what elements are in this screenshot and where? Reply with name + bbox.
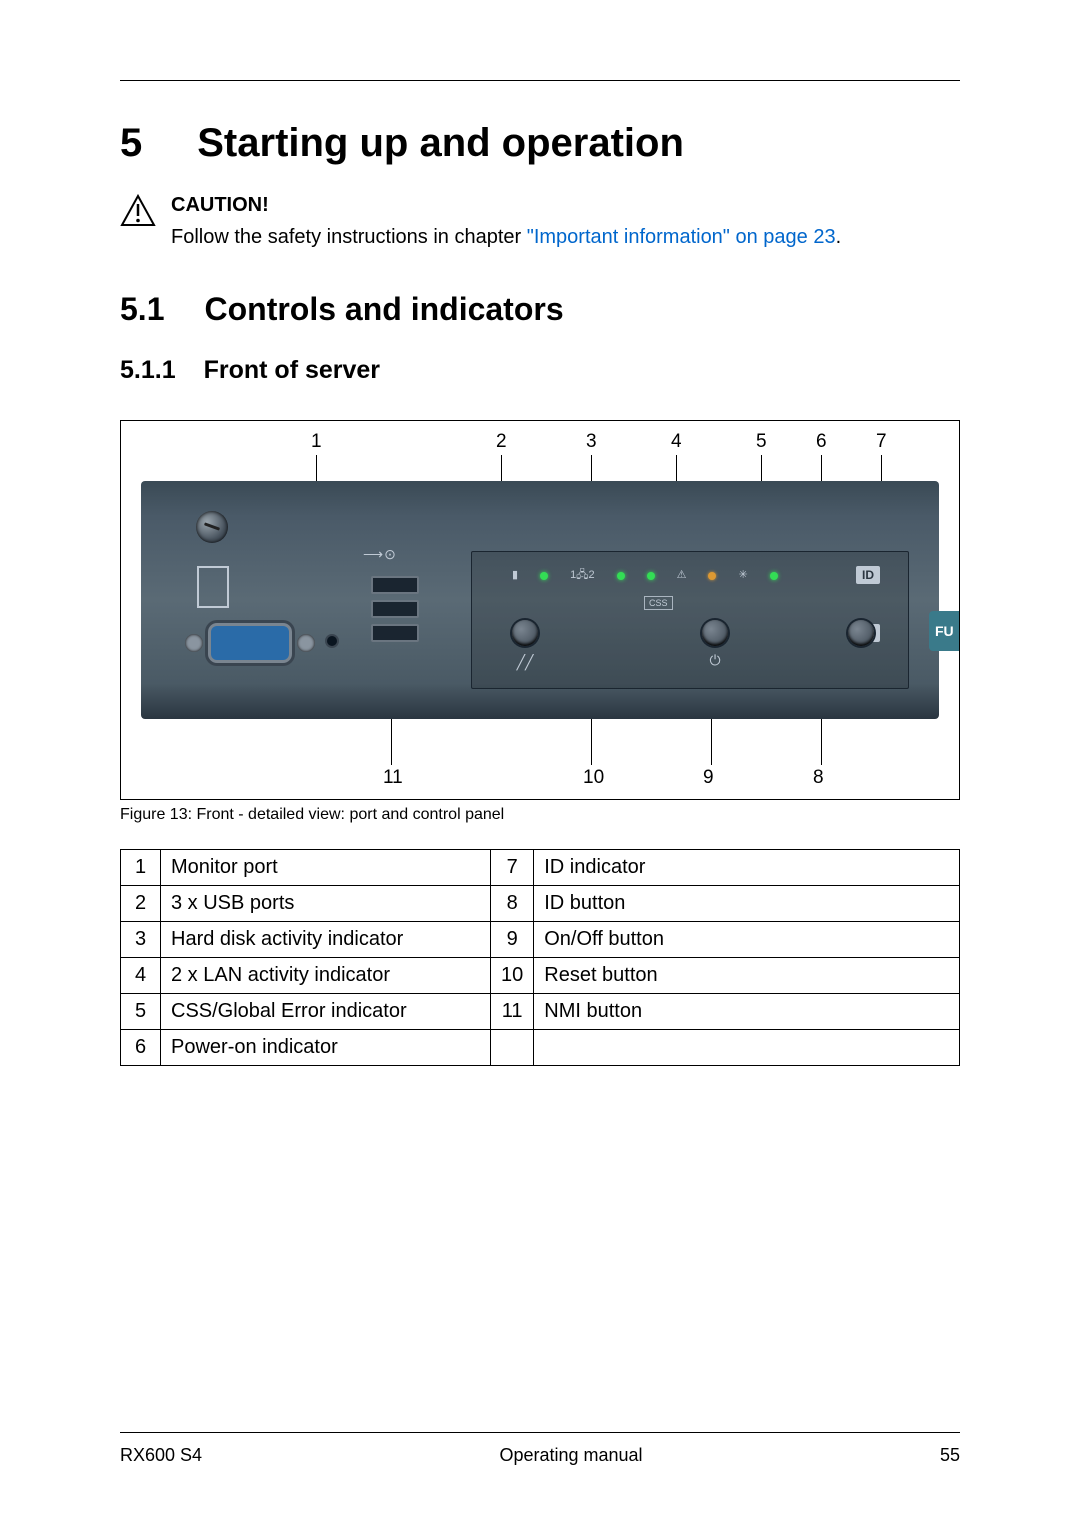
- table-cell: 7: [491, 850, 534, 886]
- table-row: 5CSS/Global Error indicator11NMI button: [121, 994, 960, 1030]
- id-indicator-badge: ID: [856, 566, 880, 584]
- table-cell: 4: [121, 958, 161, 994]
- callout-number: 1: [311, 431, 322, 453]
- caution-icon: [120, 193, 156, 234]
- caution-text: CAUTION! Follow the safety instructions …: [171, 191, 841, 251]
- table-cell: 3: [121, 922, 161, 958]
- warning-icon: ⚠: [677, 570, 687, 581]
- table-cell: 2 x LAN activity indicator: [161, 958, 491, 994]
- table-cell: On/Off button: [534, 922, 960, 958]
- caution-body-prefix: Follow the safety instructions in chapte…: [171, 226, 527, 248]
- table-cell: 3 x USB ports: [161, 886, 491, 922]
- control-panel: ▮ 1🖧2 ⚠ ✳ CSS ID ID ╱╱ ⏻: [471, 551, 909, 689]
- table-cell: 6: [121, 1030, 161, 1066]
- section-text: Controls and indicators: [204, 291, 563, 328]
- footer-left: RX600 S4: [120, 1445, 202, 1466]
- led-icon: [647, 572, 655, 580]
- callout-number: 9: [703, 767, 714, 789]
- chapter-title: 5 Starting up and operation: [120, 121, 960, 166]
- table-cell: Hard disk activity indicator: [161, 922, 491, 958]
- led-icon: [708, 572, 716, 580]
- logo-tab: FU: [929, 611, 960, 651]
- power-led-icon: ✳: [738, 570, 747, 581]
- section-number: 5.1: [120, 291, 164, 328]
- power-symbol-icon: ⏻: [709, 652, 720, 669]
- table-cell: 8: [491, 886, 534, 922]
- caution-link[interactable]: "Important information" on page 23: [527, 226, 836, 248]
- table-cell: ID button: [534, 886, 960, 922]
- table-cell: [534, 1030, 960, 1066]
- hdd-icon: ▮: [512, 570, 518, 581]
- blank-slot: [197, 566, 229, 608]
- table-cell: NMI button: [534, 994, 960, 1030]
- caution-body-suffix: .: [836, 226, 842, 248]
- led-row: ▮ 1🖧2 ⚠ ✳: [512, 570, 778, 581]
- nmi-button-icon: [327, 636, 337, 646]
- footer-center: Operating manual: [499, 1445, 642, 1466]
- callout-number: 3: [586, 431, 597, 453]
- page-footer: RX600 S4 Operating manual 55: [120, 1432, 960, 1466]
- table-row: 1Monitor port7ID indicator: [121, 850, 960, 886]
- subsection-title: 5.1.1 Front of server: [120, 356, 960, 385]
- led-icon: [770, 572, 778, 580]
- reset-button-icon: [512, 620, 538, 646]
- table-cell: ID indicator: [534, 850, 960, 886]
- screw-icon: [196, 511, 228, 543]
- table-cell: 5: [121, 994, 161, 1030]
- callout-number: 2: [496, 431, 507, 453]
- table-cell: Monitor port: [161, 850, 491, 886]
- chapter-text: Starting up and operation: [197, 121, 684, 166]
- table-cell: Power-on indicator: [161, 1030, 491, 1066]
- reset-label-icon: ╱╱: [517, 654, 534, 671]
- header-rule: [120, 80, 960, 81]
- callout-number: 4: [671, 431, 682, 453]
- led-icon: [617, 572, 625, 580]
- table-cell: [491, 1030, 534, 1066]
- callout-number: 10: [583, 767, 604, 789]
- subsection-number: 5.1.1: [120, 356, 176, 385]
- lan-icon: 1🖧2: [570, 570, 595, 581]
- callout-number: 6: [816, 431, 827, 453]
- css-label: CSS: [644, 596, 673, 610]
- table-cell: 10: [491, 958, 534, 994]
- callout-number: 8: [813, 767, 824, 789]
- callout-number: 5: [756, 431, 767, 453]
- monitor-port-icon: [211, 626, 289, 660]
- callout-number: 11: [383, 767, 403, 789]
- footer-right: 55: [940, 1445, 960, 1466]
- table-cell: 11: [491, 994, 534, 1030]
- callout-number: 7: [876, 431, 887, 453]
- table-row: 3Hard disk activity indicator9On/Off but…: [121, 922, 960, 958]
- section-title: 5.1 Controls and indicators: [120, 291, 960, 328]
- id-button-icon: [848, 620, 874, 646]
- table-cell: 2: [121, 886, 161, 922]
- legend-table: 1Monitor port7ID indicator23 x USB ports…: [120, 849, 960, 1066]
- table-cell: 1: [121, 850, 161, 886]
- caution-label: CAUTION!: [171, 191, 841, 219]
- table-row: 6Power-on indicator: [121, 1030, 960, 1066]
- table-cell: CSS/Global Error indicator: [161, 994, 491, 1030]
- table-row: 23 x USB ports8ID button: [121, 886, 960, 922]
- usb-symbol-icon: ⟶⊙: [363, 546, 397, 563]
- table-cell: 9: [491, 922, 534, 958]
- usb-ports-icon: [371, 576, 419, 648]
- figure-caption: Figure 13: Front - detailed view: port a…: [120, 806, 960, 824]
- caution-block: CAUTION! Follow the safety instructions …: [120, 191, 960, 251]
- server-front-panel-illustration: ⟶⊙ ▮ 1🖧2 ⚠ ✳ CSS ID ID: [141, 481, 939, 719]
- subsection-text: Front of server: [204, 356, 380, 385]
- led-icon: [540, 572, 548, 580]
- table-cell: Reset button: [534, 958, 960, 994]
- chapter-number: 5: [120, 121, 142, 166]
- onoff-button-icon: [702, 620, 728, 646]
- figure-box: 1 2 3 4 5 6 7 11 10 9 8 ⟶⊙ ▮ 1🖧2 ⚠ ✳: [120, 420, 960, 800]
- table-row: 42 x LAN activity indicator10Reset butto…: [121, 958, 960, 994]
